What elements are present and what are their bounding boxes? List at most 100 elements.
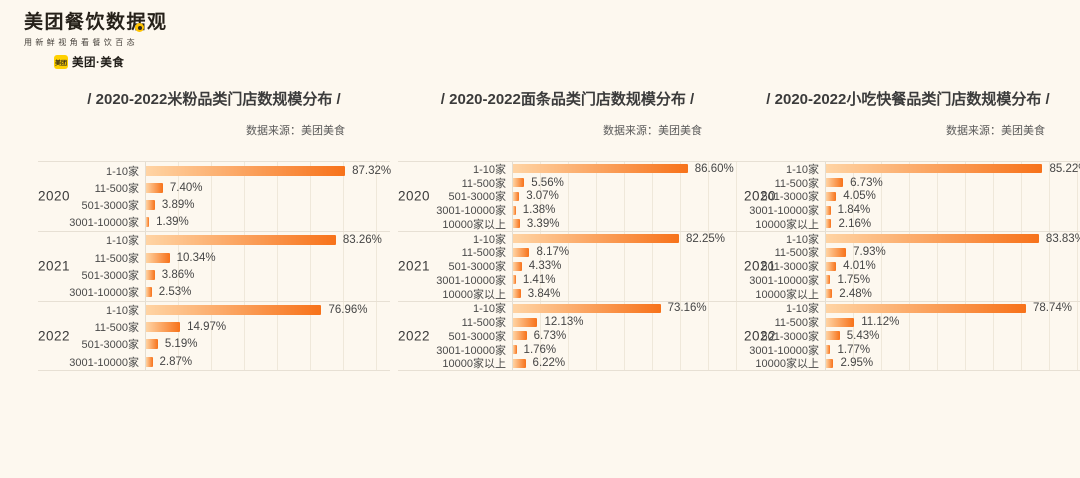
bar — [146, 235, 336, 246]
category-label: 1-10家 — [472, 163, 506, 176]
value-label: 6.22% — [532, 357, 566, 370]
meituan-logo-icon: 美团 — [54, 55, 68, 69]
bar — [513, 164, 688, 174]
bar-row: 11-500家 14.97% — [38, 318, 390, 336]
bar — [513, 275, 516, 285]
value-label: 3.86% — [161, 268, 195, 281]
category-label: 3001-10000家 — [436, 274, 506, 287]
chart-title: / 2020-2022面条品类门店数规模分布 / — [440, 91, 695, 108]
category-label: 3001-10000家 — [69, 217, 139, 230]
category-label: 501-3000家 — [81, 269, 140, 282]
bar-track: 3.84% — [512, 286, 737, 301]
bar — [513, 303, 661, 313]
bar-track: 85.22% — [825, 162, 1080, 176]
bar — [146, 252, 170, 263]
category-label: 10000家以上 — [442, 218, 506, 231]
category-label: 501-3000家 — [761, 261, 820, 274]
value-label: 2.95% — [840, 357, 874, 370]
year-label: 2022 — [744, 328, 777, 344]
category-label: 1-10家 — [785, 303, 819, 316]
bar — [146, 217, 150, 228]
value-label: 1.39% — [156, 216, 189, 229]
bar — [513, 317, 538, 327]
logo-title: 美团餐饮数据观 — [24, 12, 184, 34]
value-label: 1.76% — [523, 343, 557, 356]
bar-row: 1-10家 76.96% — [38, 301, 390, 319]
bar-track: 8.17% — [512, 245, 737, 260]
value-label: 86.60% — [694, 162, 734, 175]
bar-track: 11.12% — [825, 315, 1080, 329]
bar-rows: 1-10家 78.74% 11-500家 11.12% 501-3000家 5.43% 30… — [736, 301, 1080, 370]
bar-track: 1.84% — [825, 203, 1080, 217]
brand-lockup: 美团 美团·美食 — [54, 54, 184, 70]
bar-row: 501-3000家 6.73% — [398, 329, 737, 343]
brand-name: 美团·美食 — [72, 57, 125, 69]
year-label: 2021 — [398, 258, 431, 274]
value-label: 78.74% — [1032, 302, 1072, 315]
value-label: 6.73% — [850, 176, 883, 189]
bar-row: 11-500家 5.56% — [398, 175, 737, 190]
value-label: 87.32% — [352, 164, 392, 177]
year-label: 2020 — [398, 188, 431, 204]
bar-row: 3001-10000家 1.77% — [736, 342, 1080, 357]
year-label: 2021 — [38, 258, 71, 274]
bar-row: 11-500家 6.73% — [736, 175, 1080, 190]
year-label: 2020 — [38, 188, 71, 204]
category-label: 3001-10000家 — [436, 344, 506, 357]
bar-row: 3001-10000家 1.39% — [38, 213, 390, 231]
data-source: 数据来源：美团美食 — [603, 125, 702, 137]
category-label: 10000家以上 — [755, 218, 819, 231]
bar — [826, 178, 844, 188]
bar-rows: 1-10家 83.26% 11-500家 10.34% 501-3000家 3.86% 30… — [38, 231, 390, 301]
bar-row: 1-10家 85.22% — [736, 162, 1080, 176]
year-group: 2022 1-10家 76.96% 11-500家 14.97% 501-3000家 5.1… — [38, 300, 390, 371]
value-label: 83.26% — [342, 234, 382, 247]
value-label: 6.73% — [533, 329, 567, 342]
bar — [826, 219, 832, 229]
category-label: 3001-10000家 — [69, 286, 139, 299]
category-label: 11-500家 — [461, 247, 506, 260]
bar — [146, 199, 155, 210]
data-source: 数据来源：美团美食 — [246, 125, 345, 137]
category-label: 11-500家 — [94, 252, 139, 265]
bar-track: 4.33% — [512, 259, 737, 273]
category-label: 10000家以上 — [755, 288, 819, 301]
bar-track: 83.83% — [825, 231, 1080, 246]
value-label: 5.19% — [164, 338, 198, 351]
bar-track: 6.73% — [512, 329, 737, 343]
bar-row: 10000家以上 2.95% — [736, 356, 1080, 370]
bar-row: 10000家以上 3.84% — [398, 286, 737, 301]
bar-track: 1.77% — [825, 342, 1080, 357]
category-label: 501-3000家 — [81, 199, 140, 212]
category-label: 1-10家 — [472, 233, 506, 246]
year-label: 2021 — [744, 258, 777, 274]
bar-row: 11-500家 11.12% — [736, 315, 1080, 329]
chart-plot: 2020 1-10家 87.32% 11-500家 7.40% 501-3000家 3.89… — [38, 161, 392, 372]
bar — [513, 261, 522, 271]
bar-track: 1.39% — [145, 213, 390, 231]
bar-track: 3.89% — [145, 196, 390, 214]
value-label: 76.96% — [328, 304, 368, 317]
bar-row: 501-3000家 3.07% — [398, 189, 737, 204]
category-label: 11-500家 — [461, 177, 506, 190]
bar-row: 3001-10000家 1.84% — [736, 203, 1080, 217]
bar-row: 1-10家 83.26% — [38, 231, 390, 249]
year-group: 2021 1-10家 83.26% 11-500家 10.34% 501-3000家 3.8… — [38, 230, 390, 301]
category-label: 11-500家 — [94, 322, 139, 335]
value-label: 2.48% — [839, 287, 872, 300]
bar-track: 76.96% — [145, 301, 390, 319]
bar-track: 73.16% — [512, 301, 737, 316]
bar — [146, 322, 181, 333]
category-label: 501-3000家 — [448, 191, 507, 204]
bar — [513, 345, 517, 355]
year-group: 2022 1-10家 78.74% 11-500家 11.12% 501-3000家 5.4… — [736, 300, 1080, 370]
value-label: 5.43% — [846, 329, 880, 342]
category-label: 501-3000家 — [761, 330, 820, 343]
value-label: 1.38% — [522, 204, 556, 217]
bar-row: 1-10家 78.74% — [736, 301, 1080, 316]
logo-tagline: 用新鲜视角看餐饮百态 — [24, 38, 138, 47]
bar-track: 83.26% — [145, 231, 390, 249]
bar — [513, 205, 516, 215]
bar — [826, 345, 831, 355]
bar-row: 10000家以上 6.22% — [398, 356, 737, 370]
